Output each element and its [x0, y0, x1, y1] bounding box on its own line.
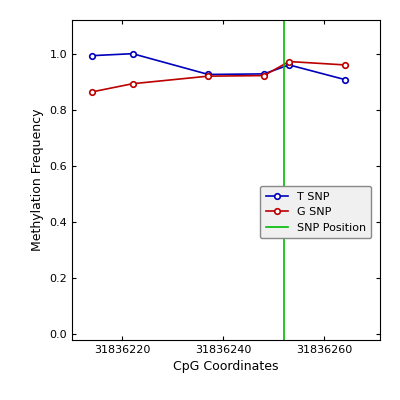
- T SNP: [262, 72, 266, 76]
- Y-axis label: Methylation Frequency: Methylation Frequency: [31, 109, 44, 251]
- G SNP: [130, 81, 135, 86]
- G SNP: [206, 74, 211, 78]
- G SNP: [262, 73, 266, 78]
- T SNP: [287, 62, 292, 67]
- G SNP: [90, 90, 94, 94]
- T SNP: [206, 72, 211, 77]
- Line: T SNP: T SNP: [90, 51, 348, 82]
- Legend: T SNP, G SNP, SNP Position: T SNP, G SNP, SNP Position: [260, 186, 371, 238]
- G SNP: [287, 59, 292, 64]
- T SNP: [90, 53, 94, 58]
- T SNP: [342, 77, 347, 82]
- X-axis label: CpG Coordinates: CpG Coordinates: [173, 360, 279, 374]
- T SNP: [130, 51, 135, 56]
- Line: G SNP: G SNP: [90, 59, 348, 95]
- G SNP: [342, 62, 347, 67]
